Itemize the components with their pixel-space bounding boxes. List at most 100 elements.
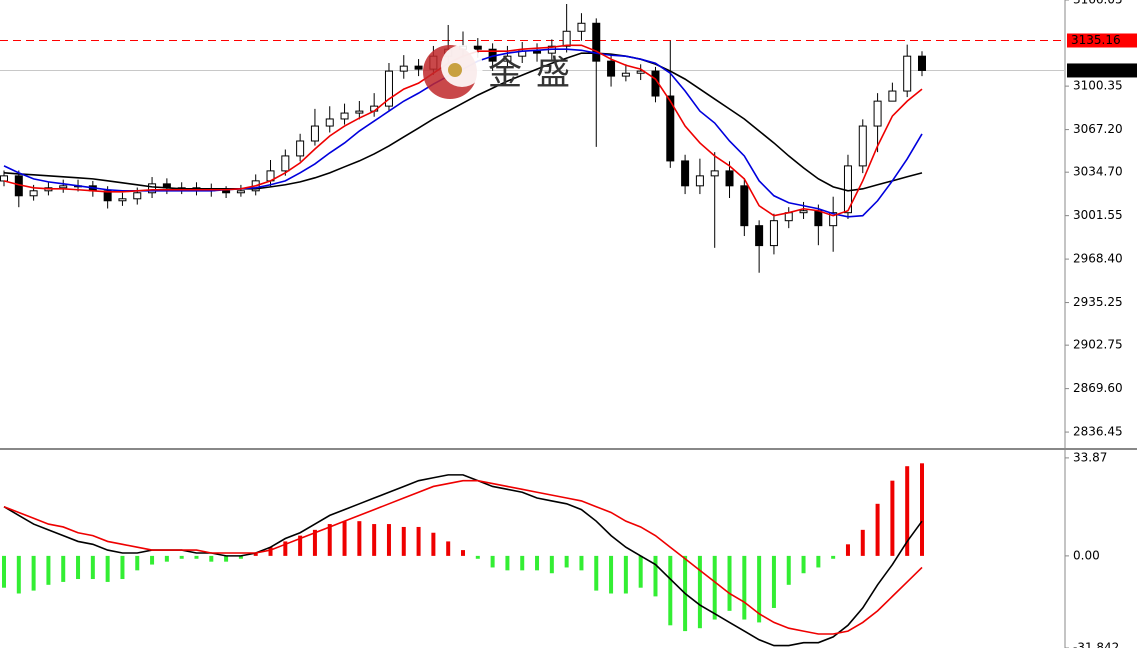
candle-body [681, 160, 690, 187]
y-tick-label: 0.00 [1073, 548, 1100, 562]
candle-body [340, 112, 349, 120]
candle-body [725, 170, 734, 187]
candle-body [903, 55, 912, 92]
macd-bar [801, 555, 806, 574]
candle-body [384, 70, 393, 107]
macd-bar [623, 555, 628, 594]
macd-bar [520, 555, 525, 571]
macd-bar [757, 555, 762, 623]
candle-body [666, 95, 675, 162]
candle-body [355, 110, 364, 114]
macd-bar [268, 547, 273, 556]
macd-bar [475, 555, 480, 559]
macd-bar [46, 555, 51, 585]
candle-body [695, 175, 704, 187]
candle-body [577, 22, 586, 32]
macd-bar [609, 555, 614, 594]
y-tick-label: 2869.60 [1073, 381, 1123, 395]
candle-body [0, 175, 8, 182]
y-tick-label: 3100.35 [1073, 79, 1123, 93]
y-tick-label: 2935.25 [1073, 295, 1123, 309]
candle-body [103, 190, 112, 202]
candle-body [829, 212, 838, 227]
macd-bar [105, 555, 110, 582]
macd-bar [461, 550, 465, 556]
macd-bar [357, 521, 362, 556]
candle-body [133, 192, 142, 200]
macd-bar [697, 555, 702, 629]
candle-body [296, 140, 305, 157]
macd-bar [712, 555, 717, 620]
candle-body [755, 225, 764, 247]
candle-body [59, 185, 68, 189]
macd-bar [890, 480, 895, 556]
macd-bar [490, 555, 495, 568]
macd-bar [431, 532, 436, 556]
macd-bar [238, 555, 243, 559]
price-tag-label: 3135.16 [1071, 33, 1121, 47]
candle-body [621, 72, 630, 77]
macd-bar [549, 555, 554, 574]
y-tick-label: 2902.75 [1073, 338, 1123, 352]
price-tag [1067, 63, 1137, 78]
candle-body [607, 60, 616, 77]
y-tick-label: 3034.70 [1073, 165, 1123, 179]
macd-bar [76, 555, 81, 580]
candle-body [740, 185, 749, 227]
macd-bar [446, 541, 451, 556]
macd-bar [816, 555, 821, 568]
macd-bar [668, 555, 673, 626]
candle-body [236, 190, 245, 194]
macd-bar [905, 466, 910, 556]
macd-bar [786, 555, 791, 585]
macd-bar [342, 521, 347, 556]
macd-bar [845, 544, 850, 556]
candle-body [281, 155, 290, 172]
y-tick-label: 3001.55 [1073, 208, 1123, 222]
logo [423, 45, 483, 99]
macd-bar [224, 555, 229, 562]
watermark: 金盛 [488, 54, 584, 94]
macd-bar [90, 555, 95, 580]
candle-body [118, 198, 127, 202]
moving-average [3, 52, 923, 192]
candle-body [873, 100, 882, 127]
candle-body [148, 183, 157, 194]
y-tick-label: 33.87 [1073, 450, 1107, 464]
candle-body [29, 190, 38, 197]
candle-body [710, 170, 719, 177]
price-tag [1067, 33, 1137, 48]
candle-body [814, 210, 823, 227]
macd-bar [742, 555, 747, 620]
macd-bar [727, 555, 732, 611]
macd-bar [594, 555, 599, 591]
price-tag-label: 3112.30 [1071, 63, 1121, 77]
candle-body [888, 90, 897, 102]
macd-bar [771, 555, 776, 608]
macd-bar [179, 555, 184, 559]
macd-bar [150, 555, 155, 565]
macd-bar [579, 555, 584, 571]
candle-body [399, 65, 408, 72]
macd-bar [164, 555, 169, 562]
macd-bar [875, 503, 880, 556]
macd-bar [920, 463, 924, 556]
candle-body [325, 118, 334, 127]
candle-body [562, 30, 571, 47]
y-tick-label: 3166.05 [1073, 0, 1123, 7]
macd-bar [831, 555, 836, 559]
macd-bar [298, 535, 303, 556]
macd-bar [209, 555, 214, 562]
candle-body [918, 55, 926, 71]
macd-bar [416, 526, 421, 556]
candle-body [592, 22, 601, 62]
candle-body [503, 55, 512, 62]
macd-bar [535, 555, 540, 571]
macd-bar [638, 555, 643, 588]
macd-bar [386, 524, 391, 556]
macd-bar [194, 555, 199, 559]
candle-body [858, 125, 867, 167]
macd-bar [61, 555, 66, 582]
candle-body [799, 210, 808, 214]
